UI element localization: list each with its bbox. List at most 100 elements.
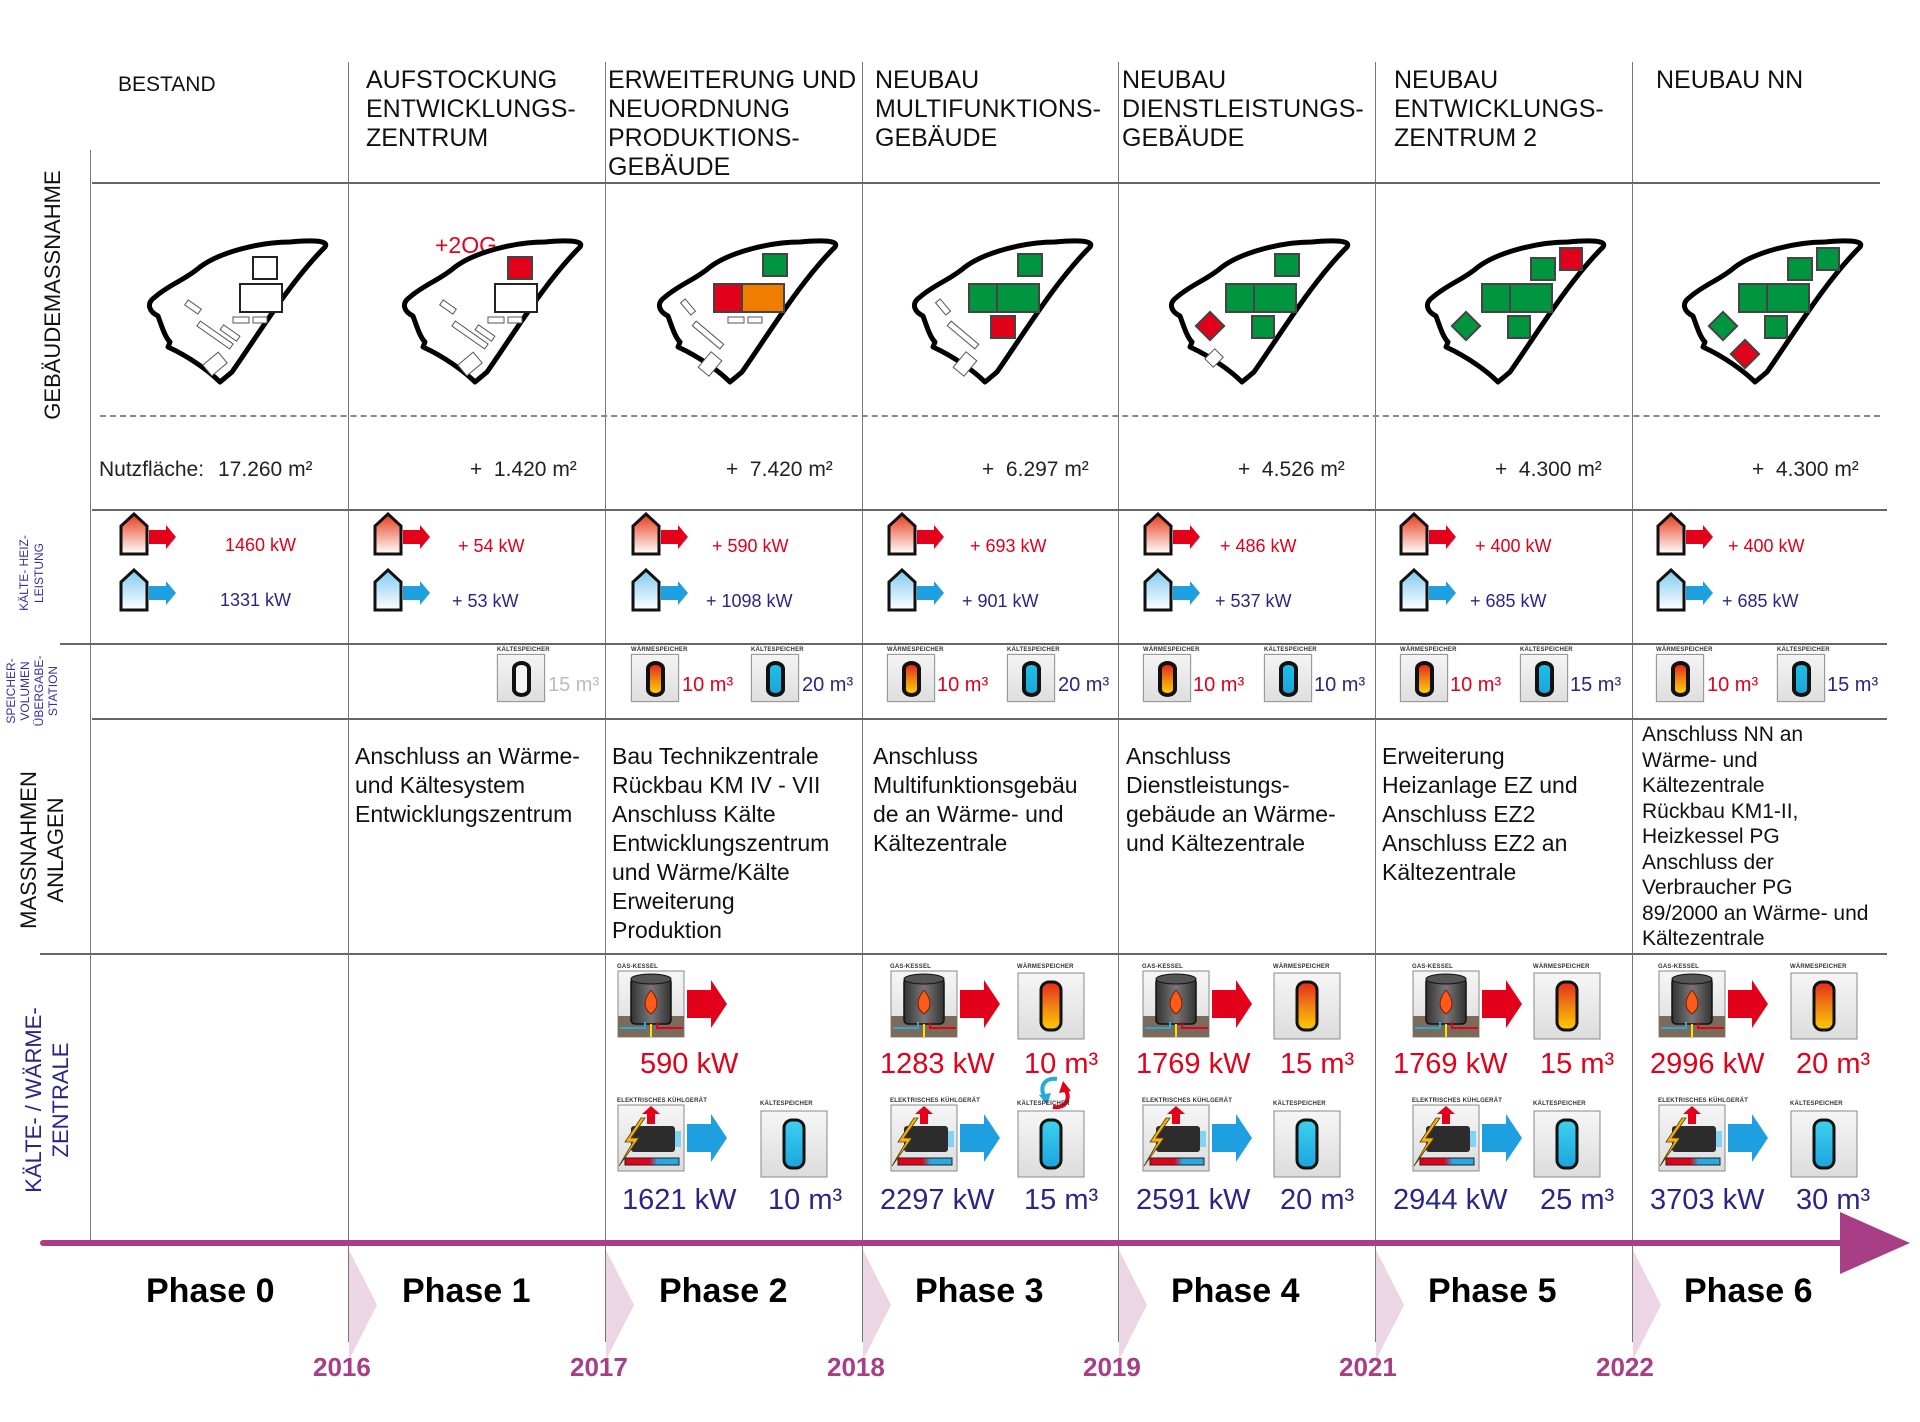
boiler-power-phase-5: 1769 kW <box>1393 1048 1508 1080</box>
heat-storage-plant-phase-5: 15 m³ <box>1540 1048 1615 1080</box>
storage-volume-phase-1: 15 m³ <box>548 674 600 696</box>
cold-demand-icon-phase-2 <box>630 568 694 612</box>
heat-storage-label-plant-phase-3: WÄRMESPEICHER <box>1017 964 1074 970</box>
cold-demand-icon-phase-4 <box>1142 568 1206 612</box>
chiller-power-phase-5: 2944 kW <box>1393 1184 1508 1216</box>
chiller-label-phase-2: ELEKTRISCHES KÜHLGERÄT <box>617 1098 708 1104</box>
heat-storage-label-plant-phase-4: WÄRMESPEICHER <box>1273 964 1330 970</box>
heat-demand-icon-phase-0 <box>118 512 182 556</box>
electric-chiller-icon-phase-2 <box>617 1104 747 1172</box>
column-divider-3 <box>862 62 863 1342</box>
cold-storage-icon-phase-2 <box>760 1110 828 1178</box>
phase-label-3: Phase 3 <box>915 1272 1044 1310</box>
measures-phase-2: Bau Technikzentrale Rückbau KM IV - VII … <box>612 743 830 943</box>
exchange-cycle-icon <box>1039 1076 1071 1110</box>
row-label-measures: MASSNAHMEN ANLAGEN <box>16 771 68 929</box>
cold-power-phase-0: 1331 kW <box>220 590 292 610</box>
column-divider-6 <box>1632 62 1633 1342</box>
boiler-label-phase-2: GAS-KESSEL <box>617 964 659 970</box>
heat-storage-plant-phase-6: 20 m³ <box>1796 1048 1871 1080</box>
cold-power-phase-1: + 53 kW <box>452 591 519 611</box>
measures-row-divider <box>40 953 1887 955</box>
cold-storage-label-phase-5: KÄLTESPEICHER <box>1520 647 1573 653</box>
heat-storage-label-plant-phase-5: WÄRMESPEICHER <box>1533 964 1590 970</box>
cold-storage-plant-phase-5: 25 m³ <box>1540 1184 1615 1216</box>
heat-storage-volume-phase-4: 10 m³ <box>1193 674 1245 696</box>
chevron-icon-4 <box>1119 1250 1147 1360</box>
cold-storage-tile-phase-4 <box>1264 654 1312 702</box>
cold-storage-label-phase-6: KÄLTESPEICHER <box>1777 647 1830 653</box>
site-map-phase-1 <box>395 232 595 392</box>
gas-boiler-icon-phase-6 <box>1658 970 1788 1038</box>
header-phase-0: BESTAND <box>118 73 216 96</box>
timeline-bar <box>40 1240 1850 1246</box>
chevron-icon-3 <box>863 1250 891 1360</box>
gas-boiler-icon-phase-5 <box>1412 970 1542 1038</box>
site-map-phase-0 <box>140 232 340 392</box>
cold-power-phase-3: + 901 kW <box>962 591 1039 611</box>
area-phase-5: + 4.300 m² <box>1495 458 1602 481</box>
cold-storage-tile-phase-6 <box>1777 654 1825 702</box>
heat-storage-label-phase-3: WÄRMESPEICHER <box>887 647 944 653</box>
cold-storage-volume-phase-6: 15 m³ <box>1827 674 1879 696</box>
heat-tank-icon <box>646 661 665 697</box>
storage-row-divider <box>92 718 1887 720</box>
heat-tank-icon <box>1671 661 1690 697</box>
phase-label-2: Phase 2 <box>659 1272 788 1310</box>
phase-label-4: Phase 4 <box>1171 1272 1300 1310</box>
row-label-plant: KÄLTE- / WÄRME- ZENTRALE <box>21 1007 73 1193</box>
cold-storage-plant-phase-3: 15 m³ <box>1024 1184 1099 1216</box>
area-phase-2: + 7.420 m² <box>726 458 833 481</box>
storage-tank-icon <box>512 661 531 697</box>
heat-demand-icon-phase-4 <box>1142 512 1206 556</box>
cold-storage-label-phase-4: KÄLTESPEICHER <box>1264 647 1317 653</box>
cold-tank-icon <box>1792 661 1811 697</box>
cold-storage-icon-phase-5 <box>1533 1110 1601 1178</box>
cold-power-phase-5: + 685 kW <box>1470 591 1547 611</box>
boiler-label-phase-6: GAS-KESSEL <box>1658 964 1700 970</box>
year-label-2019: 2019 <box>1083 1352 1141 1382</box>
heat-power-phase-3: + 693 kW <box>970 536 1047 556</box>
chiller-label-phase-4: ELEKTRISCHES KÜHLGERÄT <box>1142 1098 1233 1104</box>
heat-storage-volume-phase-6: 10 m³ <box>1707 674 1759 696</box>
cold-tank-icon <box>766 661 785 697</box>
heat-storage-icon-phase-3 <box>1017 972 1085 1040</box>
cold-storage-volume-phase-3: 20 m³ <box>1058 674 1110 696</box>
cold-tank-icon <box>1022 661 1041 697</box>
heat-storage-volume-phase-3: 10 m³ <box>937 674 989 696</box>
cold-storage-label-plant-phase-2: KÄLTESPEICHER <box>760 1101 813 1107</box>
row-label-power: KÄLTE- HEIZ- LEISTUNG <box>17 535 46 611</box>
column-divider-2 <box>605 62 606 1342</box>
chevron-icon-2 <box>606 1250 634 1360</box>
heat-demand-icon-phase-1 <box>372 512 436 556</box>
row-label-storage: SPEICHER- VOLUMEN ÜBERGABE- STATION <box>4 655 60 727</box>
heat-storage-icon-phase-6 <box>1790 972 1858 1040</box>
site-map-phase-6 <box>1675 232 1875 392</box>
cold-storage-volume-phase-5: 15 m³ <box>1570 674 1622 696</box>
cold-storage-icon-phase-3 <box>1017 1110 1085 1178</box>
site-map-phase-2 <box>650 232 850 392</box>
area-phase-6: + 4.300 m² <box>1752 458 1859 481</box>
heat-demand-icon-phase-6 <box>1655 512 1719 556</box>
electric-chiller-icon-phase-5 <box>1412 1104 1542 1172</box>
header-divider <box>92 182 1880 184</box>
site-map-phase-4 <box>1162 232 1362 392</box>
storage-label-phase-1: KÄLTESPEICHER <box>497 647 550 653</box>
header-phase-6: NEUBAU NN <box>1656 66 1804 94</box>
heat-tank-icon <box>902 661 921 697</box>
heat-storage-tile-phase-6 <box>1656 654 1704 702</box>
chiller-label-phase-3: ELEKTRISCHES KÜHLGERÄT <box>890 1098 981 1104</box>
phase-label-1: Phase 1 <box>402 1272 531 1310</box>
heat-demand-icon-phase-2 <box>630 512 694 556</box>
chiller-power-phase-2: 1621 kW <box>622 1184 737 1216</box>
cold-storage-volume-phase-4: 10 m³ <box>1314 674 1366 696</box>
site-map-phase-3 <box>905 232 1105 392</box>
cold-storage-plant-phase-6: 30 m³ <box>1796 1184 1871 1216</box>
area-phase-1: + 1.420 m² <box>470 458 577 481</box>
electric-chiller-icon-phase-3 <box>890 1104 1020 1172</box>
heat-storage-label-plant-phase-6: WÄRMESPEICHER <box>1790 964 1847 970</box>
area-label: Nutzfläche: <box>99 458 205 481</box>
row-label-building: GEBÄUDEMASSNAHME <box>40 170 65 420</box>
year-label-2017: 2017 <box>570 1352 628 1382</box>
boiler-power-phase-3: 1283 kW <box>880 1048 995 1080</box>
